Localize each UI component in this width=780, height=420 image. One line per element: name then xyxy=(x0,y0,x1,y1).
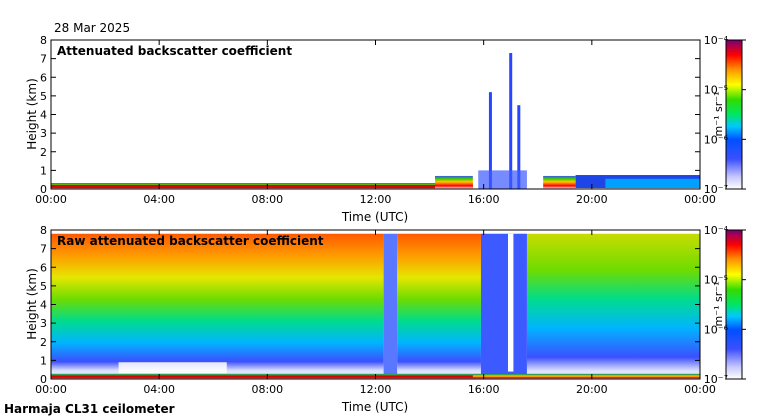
y-axis-label: Height (km) xyxy=(25,268,39,339)
y-tick-label: 3 xyxy=(40,127,47,140)
x-tick-label: 00:00 xyxy=(684,383,716,396)
colorbar-label: m⁻¹ sr⁻¹ xyxy=(712,282,725,327)
y-tick-label: 3 xyxy=(40,317,47,330)
near-ground-clear-zone xyxy=(118,362,227,374)
colorbar-tick-label: 10⁻⁷ xyxy=(704,373,728,386)
x-tick-label: 16:00 xyxy=(468,193,500,206)
x-tick-label: 12:00 xyxy=(360,193,392,206)
y-tick-label: 5 xyxy=(40,90,47,103)
colorbar-tick-label: 10⁻⁵ xyxy=(704,84,728,97)
boundary-layer-core xyxy=(51,184,473,188)
panel-raw: Raw attenuated backscatter coefficient T… xyxy=(25,224,746,414)
colorbar xyxy=(725,39,743,190)
plot-area xyxy=(51,40,700,189)
x-tick-label: 00:00 xyxy=(35,193,67,206)
signal-dropout-column xyxy=(383,233,398,379)
instrument-label: Harmaja CL31 ceilometer xyxy=(4,402,175,416)
x-axis-label: Time (UTC) xyxy=(341,400,408,414)
x-tick-label: 04:00 xyxy=(143,193,175,206)
x-tick-label: 12:00 xyxy=(360,383,392,396)
y-tick-label: 0 xyxy=(40,373,47,386)
y-tick-label: 5 xyxy=(40,280,47,293)
low-signal-layer-core xyxy=(605,178,700,189)
colorbar-tick-label: 10⁻⁴ xyxy=(704,224,729,237)
raw-signal-background xyxy=(526,233,700,379)
x-tick-label: 00:00 xyxy=(684,193,716,206)
y-tick-label: 7 xyxy=(40,243,47,256)
colorbar-tick-label: 10⁻⁷ xyxy=(704,183,728,196)
panel-title: Raw attenuated backscatter coefficient xyxy=(57,234,324,248)
colorbar-tick-label: 10⁻⁶ xyxy=(704,323,729,336)
y-tick-label: 2 xyxy=(40,336,47,349)
y-tick-label: 6 xyxy=(40,261,47,274)
colorbar-tick-label: 10⁻⁵ xyxy=(704,274,728,287)
precipitation-column xyxy=(509,53,513,189)
precipitation-base xyxy=(478,170,527,189)
x-tick-label: 20:00 xyxy=(576,383,608,396)
colorbar-label: m⁻¹ sr⁻¹ xyxy=(712,92,725,137)
panel-title: Attenuated backscatter coefficient xyxy=(57,44,292,58)
y-tick-label: 7 xyxy=(40,53,47,66)
raw-signal-background xyxy=(397,233,481,379)
x-tick-label: 04:00 xyxy=(143,383,175,396)
y-tick-label: 8 xyxy=(40,34,47,47)
x-axis-label: Time (UTC) xyxy=(341,210,408,224)
precipitation-attenuation-column xyxy=(480,233,527,379)
y-tick-label: 0 xyxy=(40,183,47,196)
y-tick-label: 8 xyxy=(40,224,47,237)
x-tick-label: 00:00 xyxy=(35,383,67,396)
raw-signal-background xyxy=(51,233,384,379)
y-tick-label: 4 xyxy=(40,109,47,122)
aerosol-layer xyxy=(543,175,576,189)
colorbar-tick-label: 10⁻⁴ xyxy=(704,34,729,47)
colorbar-tick-label: 10⁻⁶ xyxy=(704,133,729,146)
precipitation-column xyxy=(517,105,521,189)
y-tick-label: 2 xyxy=(40,146,47,159)
date-label: 28 Mar 2025 xyxy=(54,21,130,35)
y-tick-label: 4 xyxy=(40,299,47,312)
y-tick-label: 1 xyxy=(40,354,47,367)
y-axis-label: Height (km) xyxy=(25,78,39,149)
y-tick-label: 1 xyxy=(40,164,47,177)
y-tick-label: 6 xyxy=(40,71,47,84)
surface-layer-core xyxy=(51,375,473,378)
x-tick-label: 08:00 xyxy=(251,193,283,206)
precipitation-column xyxy=(488,92,492,189)
colorbar xyxy=(725,229,743,380)
x-tick-label: 08:00 xyxy=(251,383,283,396)
x-tick-label: 16:00 xyxy=(468,383,500,396)
precipitation-gap xyxy=(508,233,514,372)
x-tick-label: 20:00 xyxy=(576,193,608,206)
aerosol-layer xyxy=(434,175,473,189)
panel-attenuated: Attenuated backscatter coefficient Time … xyxy=(25,34,746,224)
